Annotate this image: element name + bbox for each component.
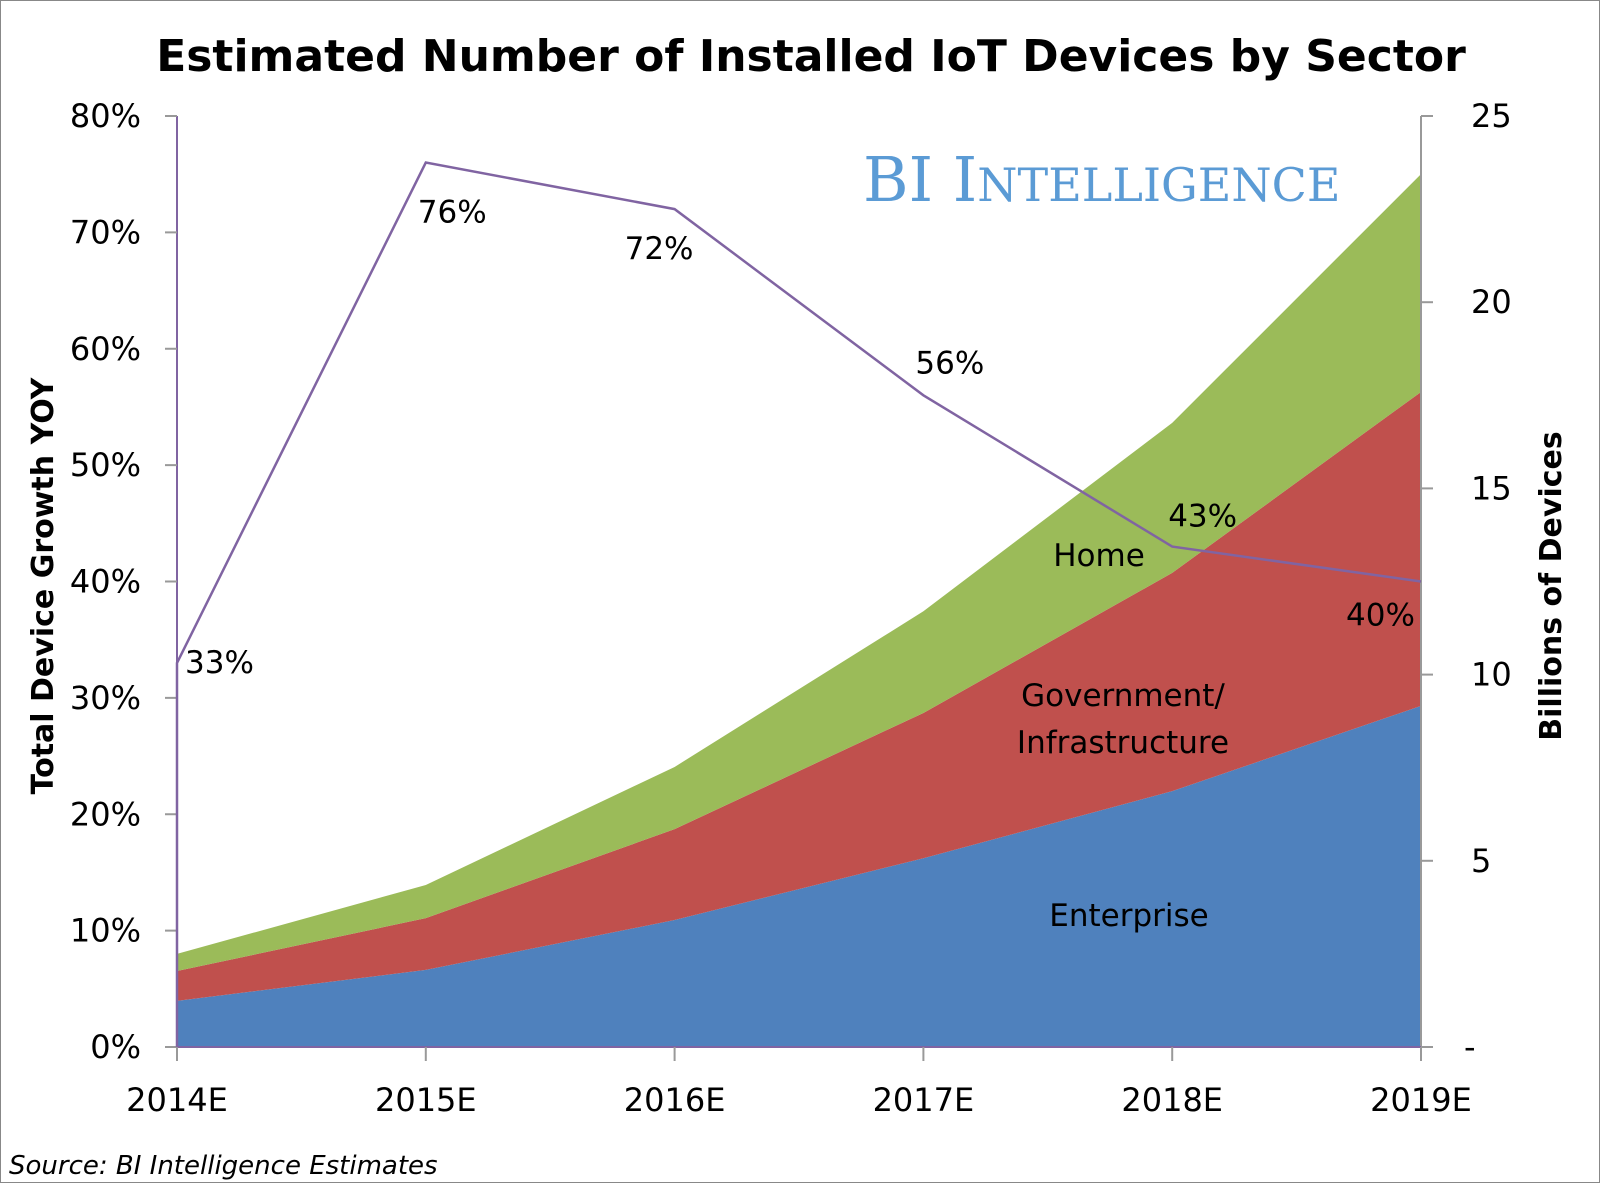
right-axis-title: Billions of Devices bbox=[1534, 431, 1569, 740]
left-tick-label: 30% bbox=[70, 679, 141, 717]
left-tick-label: 0% bbox=[90, 1028, 141, 1066]
series-label-government: Government/ bbox=[1021, 678, 1225, 714]
growth-data-label: 76% bbox=[418, 195, 487, 231]
left-tick-label: 60% bbox=[70, 330, 141, 368]
growth-data-label: 43% bbox=[1168, 499, 1237, 535]
left-tick-label: 80% bbox=[70, 97, 141, 135]
series-label-home: Home bbox=[1053, 538, 1145, 574]
growth-data-label: 56% bbox=[915, 345, 984, 381]
right-tick-label: 5 bbox=[1471, 842, 1491, 880]
area-home bbox=[177, 174, 1421, 972]
right-tick-label: 10 bbox=[1471, 656, 1512, 694]
right-tick-label: 25 bbox=[1471, 97, 1512, 135]
left-tick-label: 50% bbox=[70, 446, 141, 484]
series-label-enterprise: Enterprise bbox=[1049, 898, 1208, 934]
right-tick-label: - bbox=[1464, 1028, 1476, 1066]
left-tick-label: 10% bbox=[70, 912, 141, 950]
watermark-logo: BI INTELLIGENCE bbox=[863, 143, 1340, 216]
area-government-infrastructure bbox=[177, 391, 1421, 1001]
series-label-infrastructure: Infrastructure bbox=[1017, 725, 1229, 761]
growth-line bbox=[175, 161, 1422, 1047]
x-tick-label: 2019E bbox=[1370, 1081, 1472, 1119]
left-tick-label: 70% bbox=[70, 213, 141, 251]
right-tick-label: 15 bbox=[1471, 469, 1512, 507]
right-tick-label: 20 bbox=[1471, 283, 1512, 321]
x-tick-label: 2016E bbox=[624, 1081, 726, 1119]
x-tick-label: 2017E bbox=[873, 1081, 975, 1119]
chart-title: Estimated Number of Installed IoT Device… bbox=[156, 31, 1466, 82]
growth-data-label: 72% bbox=[625, 231, 694, 267]
left-tick-label: 40% bbox=[70, 563, 141, 601]
left-tick-label: 20% bbox=[70, 795, 141, 833]
x-tick-label: 2015E bbox=[375, 1081, 477, 1119]
growth-data-label: 33% bbox=[185, 645, 254, 681]
growth-data-label: 40% bbox=[1346, 598, 1415, 634]
left-axis-title: Total Device Growth YOY bbox=[26, 376, 61, 794]
x-tick-label: 2018E bbox=[1121, 1081, 1223, 1119]
x-tick-label: 2014E bbox=[126, 1081, 228, 1119]
source-note: Source: BI Intelligence Estimates bbox=[9, 1151, 438, 1181]
area-enterprise bbox=[177, 705, 1421, 1047]
